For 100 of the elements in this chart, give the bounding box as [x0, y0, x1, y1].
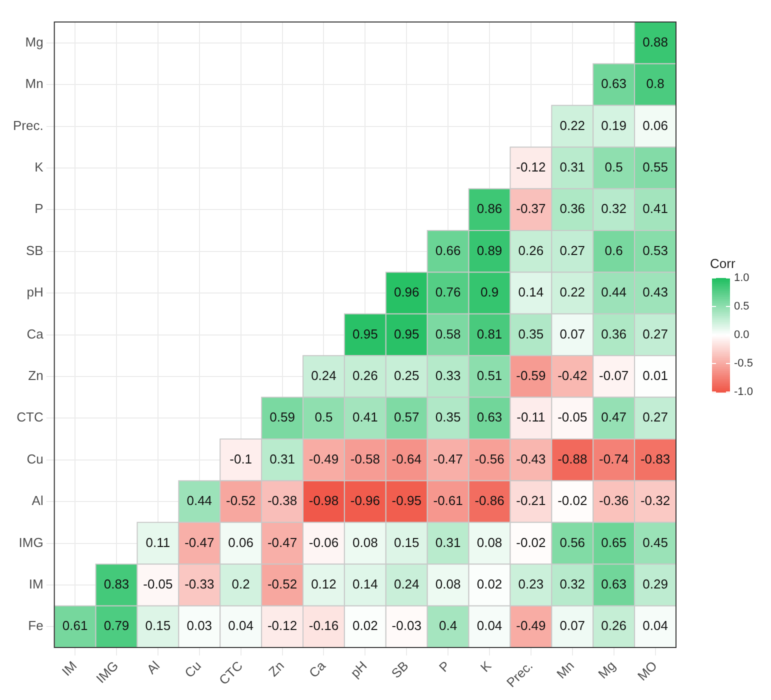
x-tick-label: Mn [554, 658, 578, 682]
x-tick-label: Mg [595, 658, 618, 682]
data-label: -0.86 [474, 493, 504, 508]
data-label: -0.64 [392, 451, 422, 466]
data-label: 0.03 [186, 618, 212, 634]
x-tick-label: Ca [306, 658, 329, 680]
data-label: 0.63 [601, 76, 626, 92]
x-tick-label: Zn [266, 658, 287, 680]
data-label: -0.43 [516, 451, 546, 466]
data-label: -0.06 [308, 534, 339, 550]
data-label: -0.12 [516, 160, 546, 175]
data-label: -0.83 [640, 451, 670, 466]
x-tick-label: SB [388, 658, 412, 681]
y-tick-label: CTC [16, 410, 44, 425]
data-label: 0.58 [435, 326, 461, 342]
data-label: 0.96 [394, 284, 420, 300]
data-label: -0.42 [558, 368, 588, 384]
data-label: 0.29 [642, 576, 668, 592]
data-label: 0.45 [642, 534, 668, 550]
data-label: 0.23 [518, 576, 544, 592]
data-label: 0.27 [560, 242, 586, 258]
data-label: 0.22 [560, 118, 586, 133]
data-label: 0.32 [560, 576, 586, 592]
color-bar-label: -1.0 [734, 386, 753, 398]
data-label: -0.05 [558, 410, 588, 425]
data-label: 0.32 [601, 201, 626, 216]
data-label: -0.11 [516, 410, 546, 425]
x-tick-label: MO [634, 658, 660, 684]
data-label: 0.36 [560, 201, 586, 216]
data-label: 0.89 [476, 242, 502, 258]
data-label: -0.47 [184, 534, 214, 550]
x-tick-label: IMG [93, 658, 122, 686]
data-label: -0.02 [558, 493, 588, 508]
data-label: 0.44 [186, 493, 212, 508]
data-label: 0.47 [601, 410, 626, 425]
data-label: 0.56 [560, 534, 586, 550]
x-tick-label: Prec. [504, 658, 536, 690]
data-label: 0.15 [145, 618, 171, 634]
data-label: -0.95 [392, 493, 422, 508]
data-label: 0.14 [518, 284, 544, 300]
data-label: 0.06 [642, 118, 668, 133]
data-label: 0.24 [394, 576, 420, 592]
y-tick-label: SB [26, 242, 44, 258]
data-label: 0.22 [560, 284, 586, 300]
data-label: 0.4 [439, 618, 458, 634]
data-label: -0.36 [599, 493, 629, 508]
data-label: 0.63 [476, 410, 502, 425]
data-label: 0.01 [642, 368, 668, 384]
y-tick-label: P [34, 201, 44, 216]
data-label: 0.08 [435, 576, 461, 592]
y-tick-label: IM [28, 576, 44, 592]
data-label: -0.52 [267, 576, 298, 592]
data-label: 0.31 [560, 160, 586, 175]
data-label: 0.14 [352, 576, 378, 592]
data-label: -0.21 [516, 493, 546, 508]
x-tick-label: CTC [216, 658, 246, 688]
data-label: -0.59 [516, 368, 546, 384]
data-label: 0.35 [435, 410, 461, 425]
data-label: -0.33 [184, 576, 214, 592]
y-tick-label: IMG [18, 534, 44, 550]
color-bar-label: -0.5 [734, 358, 753, 370]
color-bar-label: 0.0 [734, 329, 750, 342]
data-label: 0.06 [228, 534, 254, 550]
data-label: -0.32 [640, 493, 670, 508]
data-label: 0.51 [476, 368, 502, 384]
data-label: 0.44 [601, 284, 626, 300]
data-label: -0.56 [474, 451, 504, 466]
data-label: 0.65 [601, 534, 626, 550]
y-tick-label: Fe [28, 618, 44, 634]
data-label: 0.95 [394, 326, 420, 342]
data-label: -0.07 [599, 368, 629, 384]
data-label: 0.02 [476, 576, 502, 592]
data-label: -0.38 [267, 493, 298, 508]
data-label: -0.58 [350, 451, 380, 466]
data-label: 0.26 [352, 368, 378, 384]
data-label: 0.25 [394, 368, 420, 384]
x-tick-label: IM [58, 658, 80, 679]
data-label: 0.55 [642, 160, 668, 175]
data-label: 0.11 [146, 534, 170, 550]
x-tick-label: Cu [182, 658, 204, 680]
data-label: -0.74 [599, 451, 629, 466]
data-label: 0.07 [560, 618, 586, 634]
data-label: 0.02 [352, 618, 378, 634]
data-label: -0.47 [433, 451, 463, 466]
data-label: -0.96 [350, 493, 380, 508]
data-label: 0.07 [560, 326, 586, 342]
data-label: 0.41 [352, 410, 378, 425]
data-label: 0.8 [646, 76, 664, 92]
color-bar-label: 0.5 [734, 300, 750, 313]
data-label: 0.2 [232, 576, 250, 592]
data-label: -0.1 [230, 451, 252, 466]
data-label: 0.57 [394, 410, 420, 425]
data-label: 0.35 [518, 326, 544, 342]
data-label: 0.19 [601, 118, 626, 133]
y-tick-label: Cu [26, 451, 44, 466]
y-tick-label: pH [26, 284, 44, 300]
data-label: 0.36 [601, 326, 626, 342]
data-label: 0.5 [604, 160, 623, 175]
data-label: 0.31 [435, 534, 461, 550]
data-label: 0.33 [435, 368, 461, 384]
